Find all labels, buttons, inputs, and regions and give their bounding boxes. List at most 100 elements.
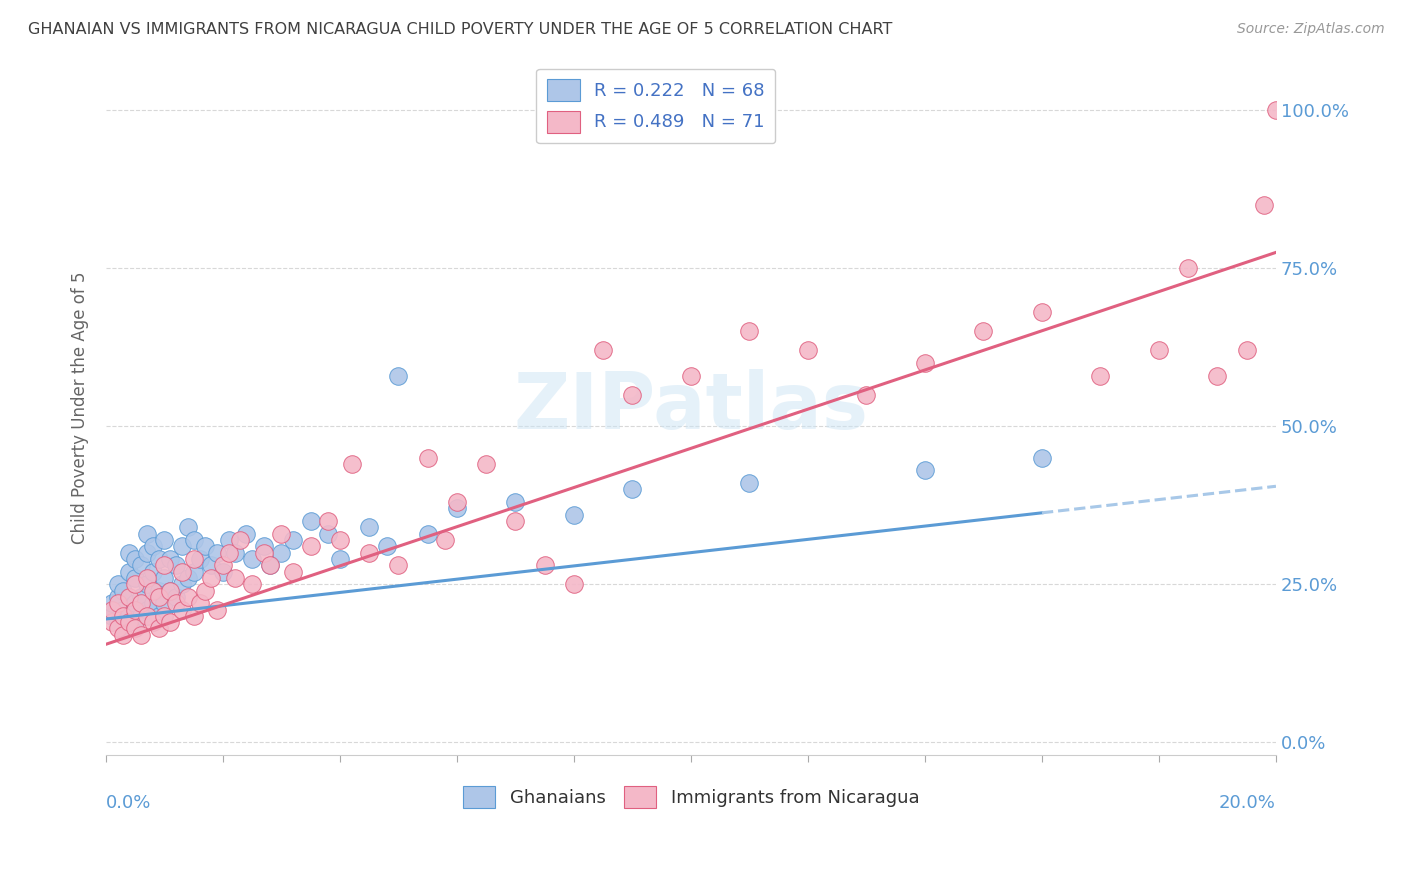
Point [124,552,146,566]
Point [416,526,439,541]
Text: 0.0%: 0.0% [105,794,152,812]
Point [621,483,644,497]
Point [205,602,228,616]
Point [340,457,363,471]
Point [129,596,152,610]
Point [107,577,129,591]
Point [142,596,165,610]
Point [177,571,200,585]
Point [153,533,176,547]
Point [205,546,228,560]
Point [505,495,527,509]
Point [253,539,276,553]
Point [270,526,292,541]
Point [183,608,205,623]
Point [153,608,176,623]
Point [153,558,176,573]
Point [100,615,122,629]
Point [124,622,146,636]
Text: 20.0%: 20.0% [1219,794,1277,812]
Point [562,577,585,591]
Point [124,602,146,616]
Text: Source: ZipAtlas.com: Source: ZipAtlas.com [1237,22,1385,37]
Point [118,608,141,623]
Point [1090,368,1112,383]
Point [446,501,468,516]
Point [329,552,352,566]
Point [1236,343,1258,358]
Point [240,577,263,591]
Point [107,615,129,629]
Point [914,463,936,477]
Point [159,552,181,566]
Point [142,539,165,553]
Point [375,539,398,553]
Point [135,546,157,560]
Point [592,343,614,358]
Point [118,546,141,560]
Point [1147,343,1170,358]
Point [153,571,176,585]
Point [194,539,217,553]
Point [316,514,339,528]
Point [135,526,157,541]
Point [446,495,468,509]
Point [329,533,352,547]
Point [738,476,761,491]
Point [738,325,761,339]
Point [159,583,181,598]
Point [135,608,157,623]
Point [124,596,146,610]
Point [183,533,205,547]
Point [170,539,193,553]
Point [112,628,135,642]
Point [129,628,152,642]
Point [170,577,193,591]
Point [129,608,152,623]
Point [100,608,122,623]
Point [212,565,235,579]
Point [112,608,135,623]
Text: ZIPatlas: ZIPatlas [513,369,869,445]
Point [1031,450,1053,465]
Point [200,571,222,585]
Point [135,602,157,616]
Point [240,552,263,566]
Point [100,596,122,610]
Point [107,622,129,636]
Point [218,546,240,560]
Legend: Ghanaians, Immigrants from Nicaragua: Ghanaians, Immigrants from Nicaragua [456,779,927,815]
Point [797,343,820,358]
Point [387,368,409,383]
Point [142,565,165,579]
Point [170,565,193,579]
Point [359,520,381,534]
Point [316,526,339,541]
Point [1265,103,1288,118]
Point [112,622,135,636]
Point [107,596,129,610]
Point [183,552,205,566]
Point [118,590,141,604]
Point [914,356,936,370]
Point [148,608,170,623]
Point [475,457,498,471]
Point [270,546,292,560]
Point [235,526,257,541]
Point [135,571,157,585]
Point [679,368,702,383]
Point [1206,368,1229,383]
Point [212,558,235,573]
Point [129,590,152,604]
Point [124,571,146,585]
Point [177,520,200,534]
Point [135,577,157,591]
Point [153,596,176,610]
Point [1177,261,1199,276]
Point [194,583,217,598]
Point [1253,198,1275,212]
Point [259,558,281,573]
Point [148,622,170,636]
Point [299,539,322,553]
Point [229,533,252,547]
